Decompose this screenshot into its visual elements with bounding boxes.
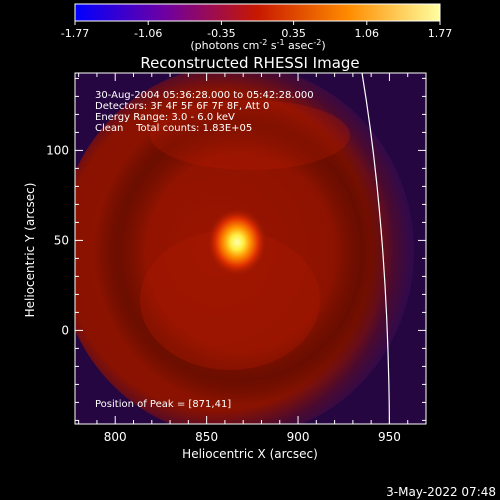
- x-tick-label: 900: [287, 430, 310, 444]
- y-axis-label: Heliocentric Y (arcsec): [23, 183, 37, 318]
- colorbar-tick-label: -0.35: [207, 27, 235, 40]
- chart-title: Reconstructed RHESSI Image: [140, 54, 359, 72]
- heatmap-image: [75, 73, 426, 424]
- y-tick-label: 50: [54, 233, 69, 247]
- x-tick-label: 800: [104, 430, 127, 444]
- colorbar-tick-label: 1.06: [355, 27, 380, 40]
- footer-date: 3-May-2022 07:48: [386, 485, 496, 499]
- colorbar: [74, 3, 441, 22]
- annotation-line: 30-Aug-2004 05:36:28.000 to 05:42:28.000: [95, 90, 314, 101]
- y-tick-label: 0: [61, 323, 69, 337]
- x-axis-label: Heliocentric X (arcsec): [182, 447, 318, 461]
- peak-position-label: Position of Peak = [871,41]: [95, 399, 231, 410]
- annotation-line: Detectors: 3F 4F 5F 6F 7F 8F, Att 0: [95, 101, 269, 112]
- plot-frame: [74, 72, 427, 425]
- x-tick-label: 950: [378, 430, 401, 444]
- annotation-line: Energy Range: 3.0 - 6.0 keV: [95, 112, 235, 123]
- heatmap-inner-patch: [140, 230, 320, 370]
- annotation-line: Clean Total counts: 1.83E+05: [95, 123, 252, 134]
- colorbar-tick-label: -1.06: [134, 27, 162, 40]
- x-tick-label: 850: [195, 430, 218, 444]
- y-tick-label: 100: [46, 143, 69, 157]
- colorbar-tick-label: -1.77: [61, 27, 89, 40]
- peak-source: [207, 208, 268, 277]
- solar-limb: [361, 73, 391, 424]
- colorbar-tick-label: 1.77: [428, 27, 453, 40]
- annotation-block: 30-Aug-2004 05:36:28.000 to 05:42:28.000…: [95, 90, 314, 134]
- heatmap-upper-patch: [150, 100, 350, 170]
- colorbar-unit-label: (photons cm-2 s-1 asec-2): [190, 38, 325, 52]
- colorbar-tick-label: 0.35: [281, 27, 306, 40]
